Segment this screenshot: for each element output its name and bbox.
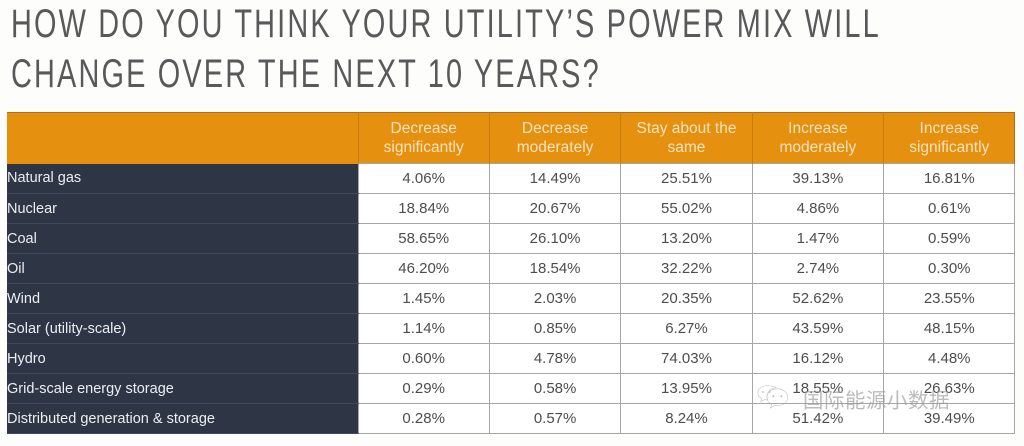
svg-text:国际能源小数据: 国际能源小数据 (803, 390, 950, 413)
